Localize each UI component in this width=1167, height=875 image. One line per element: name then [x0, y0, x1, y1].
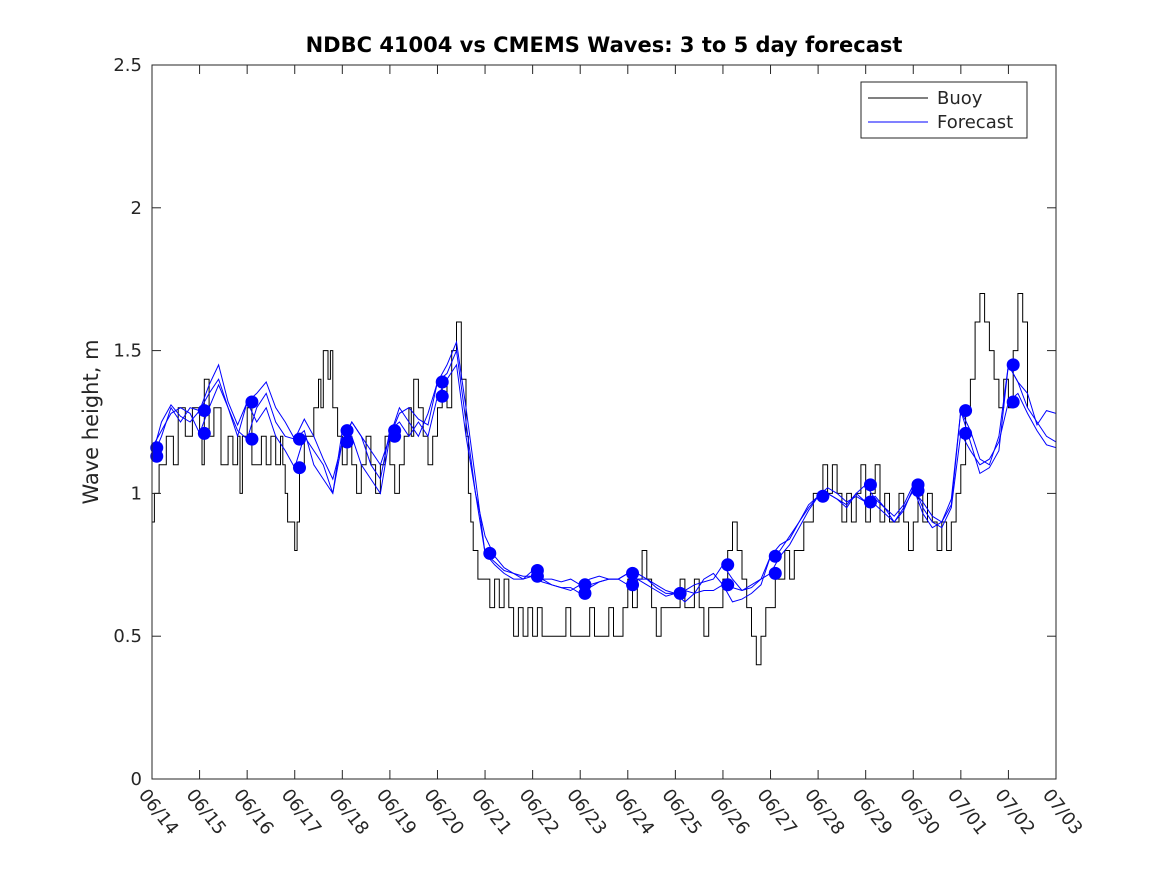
legend-label-forecast: Forecast: [937, 112, 1013, 133]
forecast-marker: [292, 461, 306, 475]
marker-layer: [150, 358, 1020, 600]
forecast-marker: [435, 389, 449, 403]
forecast-marker: [959, 426, 973, 440]
forecast-marker: [292, 432, 306, 446]
forecast-marker: [150, 449, 164, 463]
y-tick-label: 1.5: [113, 341, 142, 362]
forecast-marker: [816, 489, 830, 503]
forecast-marker: [959, 404, 973, 418]
y-tick-label: 0.5: [113, 626, 142, 647]
forecast-marker: [721, 578, 735, 592]
plot-frame: [151, 64, 1057, 780]
forecast-marker: [721, 558, 735, 572]
forecast-marker: [483, 546, 497, 560]
forecast-marker: [1006, 358, 1020, 372]
forecast-marker: [768, 549, 782, 563]
forecast-marker: [435, 375, 449, 389]
y-tick-label: 1: [131, 483, 142, 504]
plot-area: [150, 64, 1057, 780]
chart-title: NDBC 41004 vs CMEMS Waves: 3 to 5 day fo…: [306, 33, 903, 57]
forecast-marker: [863, 495, 877, 509]
forecast-marker: [340, 424, 354, 438]
forecast-marker: [673, 586, 687, 600]
forecast-marker: [245, 432, 259, 446]
forecast-marker: [578, 586, 592, 600]
legend: Buoy Forecast: [860, 81, 1028, 139]
forecast-marker: [911, 484, 925, 498]
series-line-forecast-2: [152, 348, 1056, 594]
forecast-marker: [245, 395, 259, 409]
legend-box: [860, 81, 1028, 139]
forecast-marker: [340, 435, 354, 449]
forecast-marker: [626, 566, 640, 580]
legend-label-buoy: Buoy: [937, 88, 983, 109]
series-line-forecast-3: [152, 340, 1056, 603]
y-tick-label: 0: [131, 769, 142, 790]
y-tick-label: 2: [131, 198, 142, 219]
forecast-marker: [197, 404, 211, 418]
forecast-marker: [388, 429, 402, 443]
y-axis-title: Wave height, m: [79, 339, 103, 504]
y-axis: 0 0.5 1 1.5 2 2.5: [113, 55, 1056, 790]
y-tick-label: 2.5: [113, 55, 142, 76]
forecast-marker: [768, 566, 782, 580]
forecast-marker: [530, 569, 544, 583]
forecast-marker: [1006, 395, 1020, 409]
forecast-marker: [197, 426, 211, 440]
forecast-marker: [626, 578, 640, 592]
forecast-marker: [863, 478, 877, 492]
